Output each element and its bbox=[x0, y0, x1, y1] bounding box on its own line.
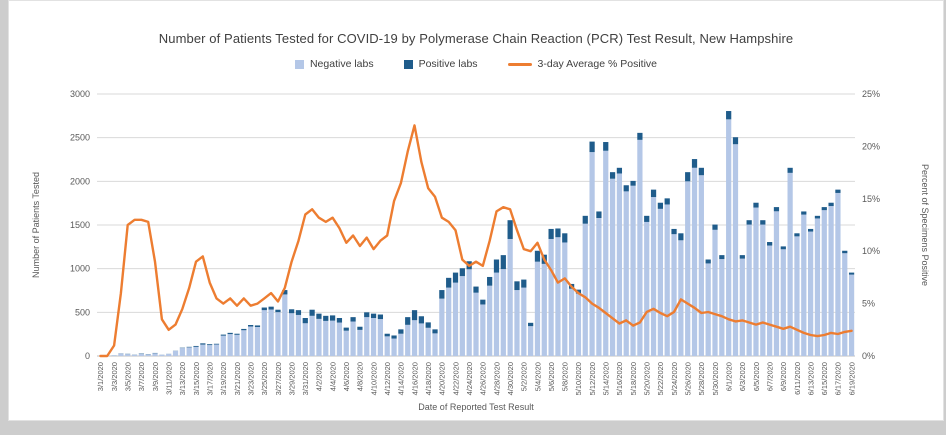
svg-text:5/28/2020: 5/28/2020 bbox=[697, 362, 706, 395]
right-axis-title: Percent of Specimens Positive bbox=[920, 164, 930, 286]
svg-text:4/24/2020: 4/24/2020 bbox=[465, 362, 474, 395]
svg-text:3/11/2020: 3/11/2020 bbox=[165, 362, 174, 395]
svg-text:5/18/2020: 5/18/2020 bbox=[629, 362, 638, 395]
svg-text:3000: 3000 bbox=[70, 89, 90, 99]
svg-text:4/2/2020: 4/2/2020 bbox=[315, 362, 324, 391]
svg-text:5/8/2020: 5/8/2020 bbox=[561, 362, 570, 391]
svg-text:3/9/2020: 3/9/2020 bbox=[151, 362, 160, 391]
svg-text:3/19/2020: 3/19/2020 bbox=[219, 362, 228, 395]
right-axis-tick-labels: 0% 5% 10% 15% 20% 25% bbox=[862, 89, 880, 361]
chart-legend: Negative labs Positive labs 3-day Averag… bbox=[9, 58, 943, 70]
svg-text:3/15/2020: 3/15/2020 bbox=[192, 362, 201, 395]
svg-text:4/10/2020: 4/10/2020 bbox=[369, 362, 378, 395]
left-axis-tick-labels: 0 500 1000 1500 2000 2500 3000 bbox=[70, 89, 90, 361]
svg-text:3/1/2020: 3/1/2020 bbox=[96, 362, 105, 391]
svg-text:4/20/2020: 4/20/2020 bbox=[438, 362, 447, 395]
svg-text:0%: 0% bbox=[862, 351, 875, 361]
svg-text:6/13/2020: 6/13/2020 bbox=[806, 362, 815, 395]
x-axis-tick-labels: 3/1/2020 3/3/2020 3/5/2020 3/7/2020 3/9/2020… bbox=[96, 362, 856, 395]
svg-text:3/17/2020: 3/17/2020 bbox=[205, 362, 214, 395]
svg-text:4/28/2020: 4/28/2020 bbox=[492, 362, 501, 395]
negative-bars bbox=[97, 119, 855, 356]
svg-text:6/1/2020: 6/1/2020 bbox=[724, 362, 733, 391]
svg-text:4/4/2020: 4/4/2020 bbox=[328, 362, 337, 391]
legend-item-negative: Negative labs bbox=[294, 58, 374, 70]
svg-text:3/7/2020: 3/7/2020 bbox=[137, 362, 146, 391]
svg-text:3/31/2020: 3/31/2020 bbox=[301, 362, 310, 395]
svg-text:6/3/2020: 6/3/2020 bbox=[738, 362, 747, 391]
svg-text:5/30/2020: 5/30/2020 bbox=[711, 362, 720, 395]
positive-bars bbox=[111, 111, 855, 356]
svg-text:20%: 20% bbox=[862, 141, 880, 151]
svg-text:5/20/2020: 5/20/2020 bbox=[643, 362, 652, 395]
svg-text:4/6/2020: 4/6/2020 bbox=[342, 362, 351, 391]
svg-text:Number of Patients Tested: Number of Patients Tested bbox=[31, 172, 41, 278]
svg-text:5%: 5% bbox=[862, 299, 875, 309]
svg-text:4/12/2020: 4/12/2020 bbox=[383, 362, 392, 395]
svg-text:4/16/2020: 4/16/2020 bbox=[410, 362, 419, 395]
legend-item-positive: Positive labs bbox=[403, 58, 478, 70]
svg-text:3/23/2020: 3/23/2020 bbox=[246, 362, 255, 395]
svg-text:4/8/2020: 4/8/2020 bbox=[356, 362, 365, 391]
svg-text:4/30/2020: 4/30/2020 bbox=[506, 362, 515, 395]
svg-text:Percent of Specimens Positive: Percent of Specimens Positive bbox=[920, 164, 930, 286]
svg-text:3/29/2020: 3/29/2020 bbox=[287, 362, 296, 395]
svg-text:3/5/2020: 3/5/2020 bbox=[124, 362, 133, 391]
svg-text:5/22/2020: 5/22/2020 bbox=[656, 362, 665, 395]
svg-text:5/26/2020: 5/26/2020 bbox=[683, 362, 692, 395]
svg-text:2000: 2000 bbox=[70, 176, 90, 186]
svg-text:3/21/2020: 3/21/2020 bbox=[233, 362, 242, 395]
svg-text:4/26/2020: 4/26/2020 bbox=[479, 362, 488, 395]
svg-text:6/19/2020: 6/19/2020 bbox=[847, 362, 856, 395]
svg-text:3/27/2020: 3/27/2020 bbox=[274, 362, 283, 395]
svg-text:5/16/2020: 5/16/2020 bbox=[615, 362, 624, 395]
avg-positive-line-swatch bbox=[507, 62, 532, 66]
svg-text:5/24/2020: 5/24/2020 bbox=[670, 362, 679, 395]
svg-text:5/10/2020: 5/10/2020 bbox=[574, 362, 583, 395]
svg-text:500: 500 bbox=[75, 307, 90, 317]
svg-text:4/14/2020: 4/14/2020 bbox=[397, 362, 406, 395]
negative-labs-swatch bbox=[294, 59, 304, 69]
y-gridlines bbox=[97, 93, 855, 357]
svg-text:5/4/2020: 5/4/2020 bbox=[533, 362, 542, 391]
svg-text:4/18/2020: 4/18/2020 bbox=[424, 362, 433, 395]
svg-text:1500: 1500 bbox=[70, 220, 90, 230]
legend-label-positive: Positive labs bbox=[418, 58, 478, 70]
positive-rate-line bbox=[99, 124, 853, 358]
svg-text:3/25/2020: 3/25/2020 bbox=[260, 362, 269, 395]
svg-text:5/14/2020: 5/14/2020 bbox=[602, 362, 611, 395]
svg-text:25%: 25% bbox=[862, 89, 880, 99]
positive-labs-swatch bbox=[403, 59, 413, 69]
svg-text:Date of Reported Test Result: Date of Reported Test Result bbox=[418, 402, 534, 412]
svg-text:0: 0 bbox=[85, 351, 90, 361]
svg-text:10%: 10% bbox=[862, 246, 880, 256]
legend-label-negative: Negative labs bbox=[309, 58, 374, 70]
legend-item-avg-positive: 3-day Average % Positive bbox=[507, 58, 658, 70]
svg-text:3/13/2020: 3/13/2020 bbox=[178, 362, 187, 395]
svg-text:6/5/2020: 6/5/2020 bbox=[752, 362, 761, 391]
left-axis-title: Number of Patients Tested bbox=[31, 172, 41, 278]
svg-text:5/12/2020: 5/12/2020 bbox=[588, 362, 597, 395]
legend-label-avg-positive: 3-day Average % Positive bbox=[537, 58, 658, 70]
svg-text:5/2/2020: 5/2/2020 bbox=[520, 362, 529, 391]
svg-text:1000: 1000 bbox=[70, 264, 90, 274]
svg-text:15%: 15% bbox=[862, 194, 880, 204]
chart-panel: Number of Patients Tested for COVID-19 b… bbox=[8, 0, 944, 421]
svg-text:6/11/2020: 6/11/2020 bbox=[793, 362, 802, 395]
svg-text:6/7/2020: 6/7/2020 bbox=[765, 362, 774, 391]
x-axis-title: Date of Reported Test Result bbox=[418, 402, 534, 412]
svg-text:6/17/2020: 6/17/2020 bbox=[834, 362, 843, 395]
svg-text:2500: 2500 bbox=[70, 133, 90, 143]
svg-text:6/9/2020: 6/9/2020 bbox=[779, 362, 788, 391]
svg-text:3/3/2020: 3/3/2020 bbox=[110, 362, 119, 391]
svg-text:6/15/2020: 6/15/2020 bbox=[820, 362, 829, 395]
svg-text:5/6/2020: 5/6/2020 bbox=[547, 362, 556, 391]
svg-text:4/22/2020: 4/22/2020 bbox=[451, 362, 460, 395]
chart-canvas: 0 500 1000 1500 2000 2500 3000 0% 5% 10% 15% 20% 25%… bbox=[31, 89, 930, 412]
chart-title: Number of Patients Tested for COVID-19 b… bbox=[158, 31, 794, 46]
